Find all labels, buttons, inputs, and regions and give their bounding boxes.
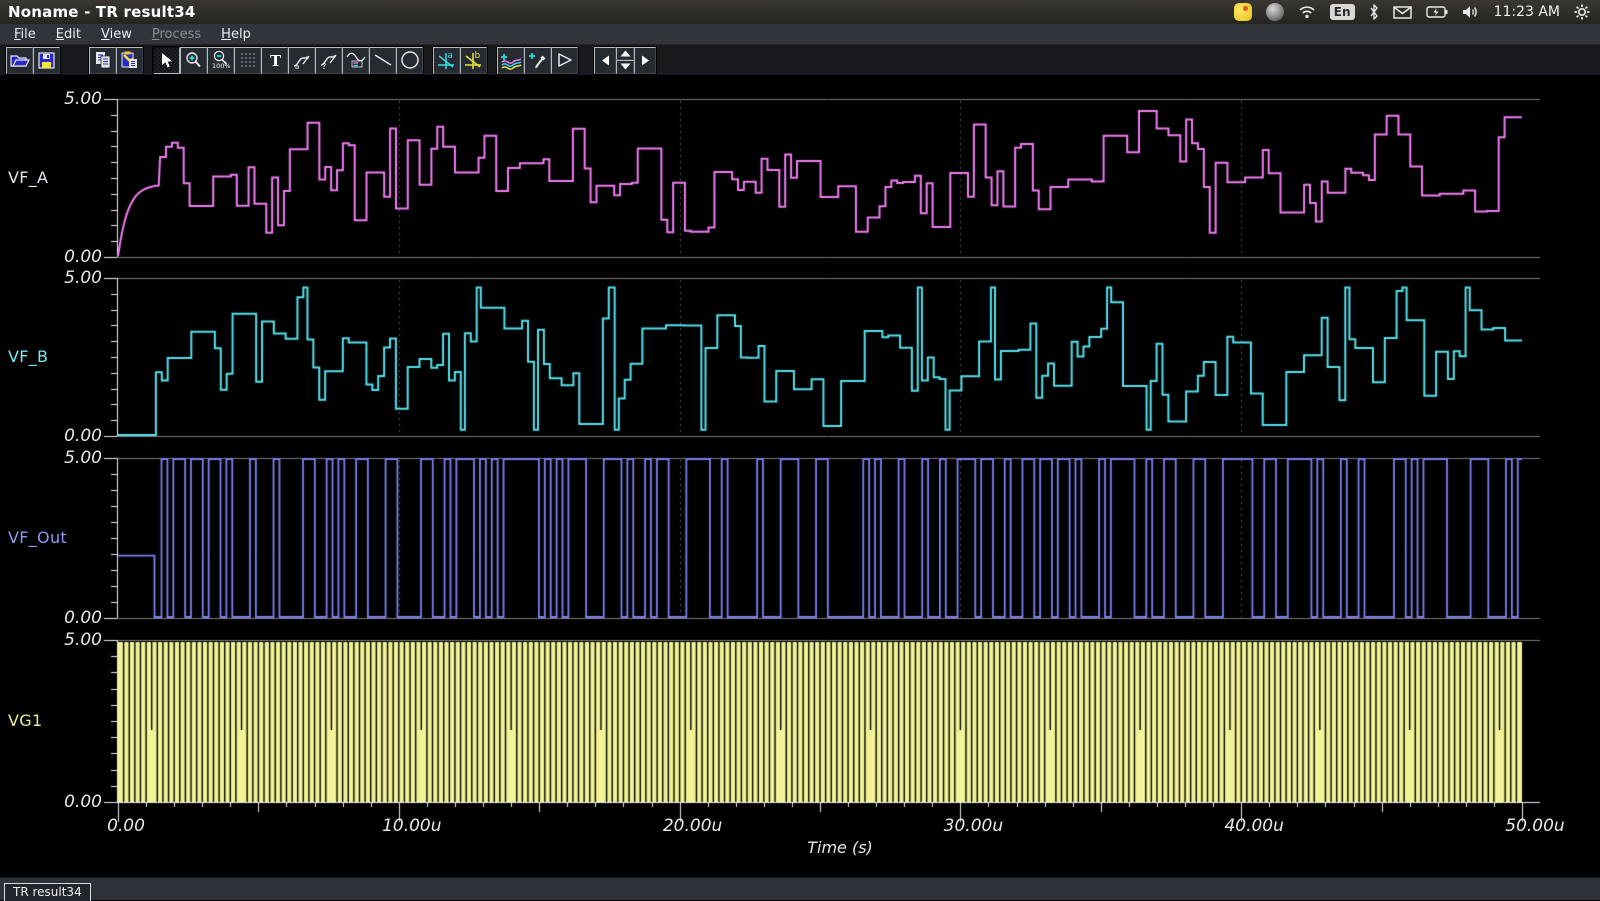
line-tool-icon <box>374 53 392 67</box>
curve-legend-button[interactable] <box>342 47 369 74</box>
zoom-out-icon: 100% <box>210 50 231 70</box>
toolbar: 100% T a ? a b <box>0 45 1600 76</box>
open-button[interactable] <box>6 47 33 74</box>
run-button[interactable] <box>551 47 578 74</box>
tab-tr-result34[interactable]: TR result34 <box>4 883 91 901</box>
cursor-a-button[interactable]: a <box>433 47 460 74</box>
show-curves-button[interactable] <box>497 47 524 74</box>
grid-button[interactable] <box>234 47 261 74</box>
zoom-out-100-button[interactable]: 100% <box>207 47 234 74</box>
grid-dots-icon <box>240 52 256 68</box>
edit-curve-b-button[interactable]: ? <box>315 47 342 74</box>
wifi-icon[interactable] <box>1298 5 1316 19</box>
y-tick-top-2: 5.00 <box>32 448 102 468</box>
arrow-cursor-icon <box>160 52 174 69</box>
edit-curve-a-button[interactable]: a <box>288 47 315 74</box>
svg-text:a: a <box>448 51 454 61</box>
scroll-spinner[interactable] <box>616 47 634 74</box>
line-tool-button[interactable] <box>369 47 396 74</box>
gray-sphere-icon[interactable] <box>1266 3 1284 21</box>
y-tick-top-3: 5.00 <box>32 630 102 650</box>
cursor-b-icon: b <box>463 50 484 70</box>
paste-button[interactable] <box>116 47 143 74</box>
waveform-workspace: VF_A5.000.00VF_B5.000.00VF_Out5.000.00VG… <box>0 76 1600 877</box>
x-tick-3: 30.00u <box>923 816 1023 836</box>
signal-name-vf_a: VF_A <box>8 168 48 187</box>
svg-text:?: ? <box>322 62 326 70</box>
ellipse-tool-button[interactable] <box>396 47 423 74</box>
probe-button[interactable] <box>524 47 551 74</box>
menu-help[interactable]: Help <box>213 25 259 44</box>
x-tick-1: 10.00u <box>362 816 462 836</box>
text-tool-button[interactable]: T <box>261 47 288 74</box>
x-tick-5: 50.00u <box>1485 816 1585 836</box>
x-tick-0: 0.00 <box>76 816 176 836</box>
copy-button[interactable] <box>89 47 116 74</box>
battery-icon[interactable] <box>1426 6 1448 18</box>
y-tick-top-0: 5.00 <box>32 89 102 109</box>
spinner-up-icon[interactable] <box>616 47 634 61</box>
x-axis-title: Time (s) <box>770 838 910 857</box>
x-tick-2: 20.00u <box>643 816 743 836</box>
bluetooth-icon[interactable] <box>1369 4 1379 20</box>
mail-icon[interactable] <box>1393 6 1412 19</box>
x-tick-4: 40.00u <box>1204 816 1304 836</box>
scroll-right-button[interactable] <box>634 47 656 74</box>
app-yellow-icon[interactable] <box>1234 3 1252 21</box>
open-folder-icon <box>10 52 30 68</box>
waveform-canvas[interactable] <box>0 76 1600 877</box>
spinner-down-icon[interactable] <box>616 60 634 74</box>
save-button[interactable] <box>33 47 60 74</box>
y-tick-bottom-2: 0.00 <box>32 608 102 628</box>
power-gear-icon[interactable] <box>1574 4 1590 20</box>
y-tick-top-1: 5.00 <box>32 268 102 288</box>
menu-bar: File Edit View Process Help <box>0 24 1600 45</box>
menu-file[interactable]: File <box>6 25 44 44</box>
arrow-left-icon <box>601 55 610 66</box>
play-triangle-icon <box>556 51 574 69</box>
zoom-in-icon <box>184 51 203 70</box>
speaker-icon[interactable] <box>1462 5 1480 19</box>
cursor-b-button[interactable]: b <box>460 47 487 74</box>
signal-name-vf_out: VF_Out <box>8 528 67 547</box>
svg-text:100%: 100% <box>212 62 231 70</box>
svg-text:a: a <box>295 63 299 70</box>
desktop-top-panel: Noname - TR result34 En 11:23 AM <box>0 0 1600 24</box>
copy-icon <box>94 51 112 69</box>
text-tool-icon: T <box>268 53 282 68</box>
result-tab-bar: TR result34 <box>0 877 1600 900</box>
keyboard-layout-indicator[interactable]: En <box>1330 4 1355 20</box>
window-title: Noname - TR result34 <box>0 3 196 21</box>
menu-process: Process <box>144 25 209 44</box>
arrow-right-icon <box>641 55 650 66</box>
y-tick-bottom-1: 0.00 <box>32 426 102 446</box>
ellipse-tool-icon <box>400 50 420 70</box>
system-tray: En 11:23 AM <box>1234 3 1600 21</box>
curve-legend-icon <box>346 51 366 69</box>
svg-text:b: b <box>475 51 481 61</box>
y-tick-bottom-0: 0.00 <box>32 247 102 267</box>
floppy-icon <box>38 52 55 69</box>
scroll-left-button[interactable] <box>594 47 616 74</box>
zoom-in-button[interactable] <box>180 47 207 74</box>
edit-curve-q-icon: ? <box>319 51 339 70</box>
y-tick-bottom-3: 0.00 <box>32 792 102 812</box>
signal-name-vf_b: VF_B <box>8 347 48 366</box>
clock[interactable]: 11:23 AM <box>1494 4 1560 20</box>
menu-edit[interactable]: Edit <box>48 25 89 44</box>
probe-dropper-icon <box>527 50 548 70</box>
menu-view[interactable]: View <box>93 25 140 44</box>
svg-text:T: T <box>270 53 282 68</box>
paste-icon <box>121 51 139 69</box>
select-cursor-button[interactable] <box>153 47 180 74</box>
signal-name-vg1: VG1 <box>8 711 42 730</box>
cursor-a-icon: a <box>436 50 457 70</box>
edit-curve-up-icon: a <box>292 51 312 70</box>
multi-wave-icon <box>500 50 522 70</box>
